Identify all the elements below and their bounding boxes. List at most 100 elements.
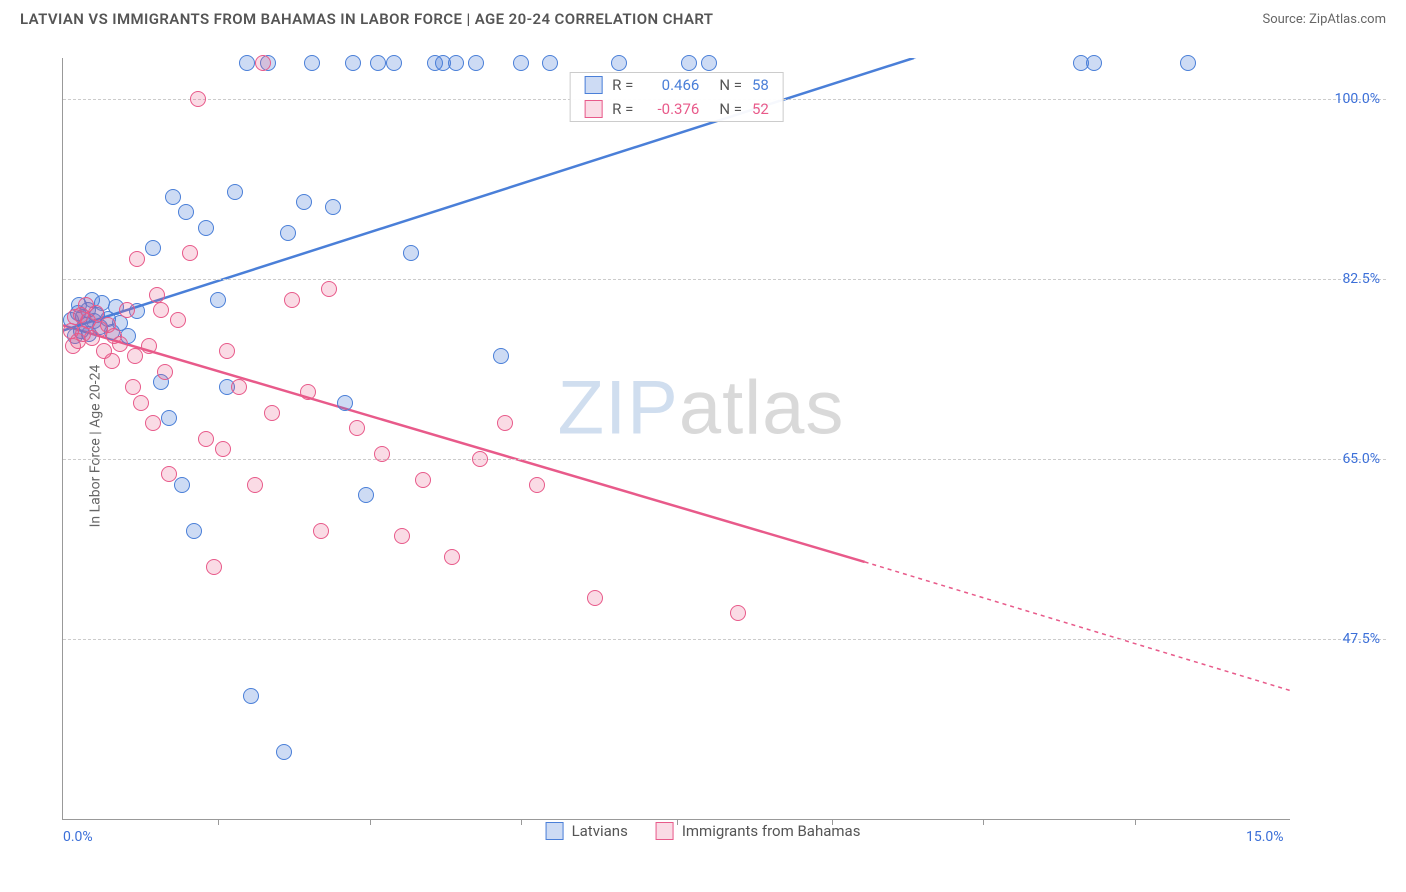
data-point-bahamas [149, 287, 165, 303]
data-point-latvians [239, 55, 255, 71]
data-point-bahamas [153, 302, 169, 318]
data-point-latvians [296, 194, 312, 210]
data-point-bahamas [125, 379, 141, 395]
data-point-latvians [468, 55, 484, 71]
data-point-latvians [345, 55, 361, 71]
data-point-bahamas [231, 379, 247, 395]
data-point-latvians [198, 220, 214, 236]
r-label: R = [612, 100, 633, 118]
watermark-atlas: atlas [679, 366, 845, 451]
data-point-latvians [243, 688, 259, 704]
r-value: -0.376 [643, 100, 699, 118]
data-point-latvians [1180, 55, 1196, 71]
data-point-bahamas [349, 420, 365, 436]
data-point-bahamas [321, 281, 337, 297]
data-point-bahamas [78, 297, 94, 313]
n-label: N = [719, 76, 742, 94]
data-point-latvians [186, 523, 202, 539]
legend-swatch [584, 100, 602, 118]
data-point-bahamas [300, 384, 316, 400]
r-label: R = [612, 76, 633, 94]
series-legend: Latvians Immigrants from Bahamas [546, 822, 861, 840]
chart-title: LATVIAN VS IMMIGRANTS FROM BAHAMAS IN LA… [20, 10, 713, 28]
data-point-bahamas [394, 528, 410, 544]
data-point-bahamas [215, 441, 231, 457]
data-point-latvians [513, 55, 529, 71]
data-point-latvians [403, 245, 419, 261]
watermark-zip: ZIP [558, 366, 679, 451]
data-point-latvians [161, 410, 177, 426]
data-point-bahamas [129, 251, 145, 267]
data-point-bahamas [145, 415, 161, 431]
data-point-latvians [681, 55, 697, 71]
n-label: N = [719, 100, 742, 118]
data-point-bahamas [170, 312, 186, 328]
series-legend-item-latvians: Latvians [546, 822, 628, 840]
data-point-latvians [165, 189, 181, 205]
data-point-bahamas [247, 477, 263, 493]
y-tick-label: 82.5% [1342, 271, 1380, 287]
source-label: Source: [1262, 12, 1309, 27]
data-point-latvians [280, 225, 296, 241]
data-point-bahamas [127, 348, 143, 364]
gridline-h [63, 639, 1386, 640]
gridline-h [63, 279, 1386, 280]
data-point-bahamas [182, 245, 198, 261]
y-tick-label: 100.0% [1335, 91, 1380, 107]
corr-legend-row-bahamas: R = -0.376 N = 52 [570, 97, 783, 121]
y-tick-label: 65.0% [1342, 451, 1380, 467]
r-value: 0.466 [643, 76, 699, 94]
n-value: 58 [752, 76, 769, 94]
data-point-bahamas [529, 477, 545, 493]
data-point-bahamas [264, 405, 280, 421]
data-point-latvians [304, 55, 320, 71]
data-point-latvians [358, 487, 374, 503]
data-point-bahamas [141, 338, 157, 354]
data-point-bahamas [444, 549, 460, 565]
n-value: 52 [752, 100, 769, 118]
x-axis-label: 0.0% [63, 829, 93, 845]
data-point-latvians [701, 55, 717, 71]
data-point-latvians [386, 55, 402, 71]
x-tick [370, 819, 371, 825]
x-tick [1135, 819, 1136, 825]
y-tick-label: 47.5% [1342, 631, 1380, 647]
data-point-bahamas [374, 446, 390, 462]
data-point-latvians [145, 240, 161, 256]
gridline-h [63, 459, 1386, 460]
series-label: Immigrants from Bahamas [682, 822, 861, 840]
data-point-latvians [174, 477, 190, 493]
series-label: Latvians [572, 822, 628, 840]
data-point-bahamas [119, 302, 135, 318]
x-tick [521, 819, 522, 825]
plot-region: ZIPatlas R =0.466N =58R =-0.376N =52 47.… [62, 58, 1290, 820]
data-point-latvians [210, 292, 226, 308]
data-point-latvians [542, 55, 558, 71]
source-attribution: Source: ZipAtlas.com [1262, 12, 1386, 27]
watermark: ZIPatlas [558, 365, 845, 452]
data-point-latvians [325, 199, 341, 215]
legend-swatch [656, 822, 674, 840]
trend-lines [63, 58, 1290, 819]
legend-swatch [584, 76, 602, 94]
data-point-bahamas [497, 415, 513, 431]
data-point-latvians [227, 184, 243, 200]
legend-swatch [546, 822, 564, 840]
data-point-bahamas [587, 590, 603, 606]
data-point-latvians [276, 744, 292, 760]
x-tick [218, 819, 219, 825]
data-point-bahamas [133, 395, 149, 411]
series-legend-item-bahamas: Immigrants from Bahamas [656, 822, 861, 840]
source-name: ZipAtlas.com [1309, 12, 1386, 27]
data-point-latvians [178, 204, 194, 220]
x-tick [983, 819, 984, 825]
data-point-latvians [611, 55, 627, 71]
x-axis-label: 15.0% [1246, 829, 1284, 845]
data-point-bahamas [472, 451, 488, 467]
correlation-legend: R = 0.466 N = 58 R = -0.376 N = 52 [569, 72, 784, 122]
data-point-latvians [370, 55, 386, 71]
data-point-bahamas [206, 559, 222, 575]
data-point-bahamas [730, 605, 746, 621]
data-point-bahamas [198, 431, 214, 447]
corr-legend-row-latvians: R = 0.466 N = 58 [570, 73, 783, 97]
